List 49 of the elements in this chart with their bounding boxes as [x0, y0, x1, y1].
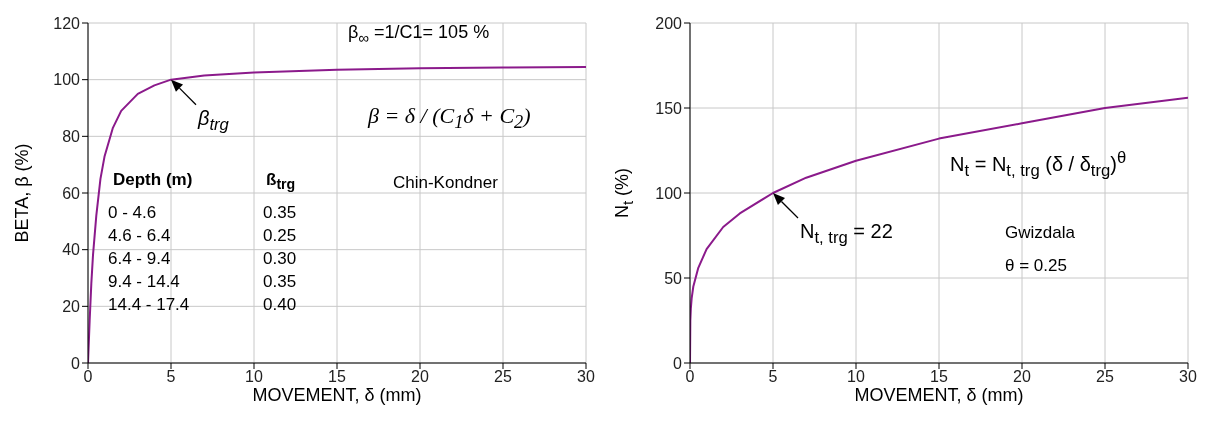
x-tick-label: 0 — [83, 368, 93, 386]
x-tick-label: 15 — [328, 368, 346, 386]
x-tick-label: 10 — [245, 368, 263, 386]
annotation: β$_{∞}$ =1/C1= 105 % — [348, 22, 490, 46]
y-tick-label: 100 — [655, 184, 683, 202]
annotation: 6.4 - 9.4 — [108, 249, 171, 269]
annotation: 14.4 - 17.4 — [108, 295, 190, 315]
x-tick-label: 30 — [1179, 368, 1197, 386]
annotation: β = δ / (C$_{1}$δ + C$_{2}$) — [368, 103, 531, 134]
y-tick-label: 120 — [53, 14, 81, 32]
y-tick-label: 40 — [62, 241, 81, 259]
x-tick-label: 25 — [1096, 368, 1114, 386]
y-tick-label: 50 — [664, 269, 683, 287]
annotation: 9.4 - 14.4 — [108, 272, 180, 292]
annotation: β$_{trg}$ — [198, 106, 229, 135]
annotation: 0 - 4.6 — [108, 203, 157, 223]
x-tick-label: 0 — [685, 368, 695, 386]
annotation: N$_{t, trg}$ = 22 — [800, 220, 893, 248]
x-axis-title: MOVEMENT, δ (mm) — [853, 385, 1025, 406]
x-axis-title: MOVEMENT, δ (mm) — [251, 385, 423, 406]
annotation: 0.35 — [263, 272, 297, 292]
y-tick-label: 200 — [655, 14, 683, 32]
x-tick-label: 25 — [494, 368, 512, 386]
x-tick-label: 5 — [166, 368, 176, 386]
y-tick-label: 100 — [53, 71, 81, 89]
annotation: θ = 0.25 — [1005, 256, 1067, 276]
y-tick-label: 20 — [62, 298, 81, 316]
y-tick-label: 0 — [71, 354, 81, 372]
x-tick-label: 20 — [411, 368, 429, 386]
x-tick-label: 30 — [577, 368, 595, 386]
annotation: Gwizdala — [1005, 223, 1075, 243]
annotation: 4.6 - 6.4 — [108, 226, 171, 246]
x-tick-label: 5 — [768, 368, 778, 386]
annotation: N$_{t}$ = N$_{t, trg}$ (δ / δ$_{trg}$)$^{θ}$ — [950, 148, 1127, 181]
y-tick-label: 0 — [673, 354, 683, 372]
annotation: 0.40 — [263, 295, 297, 315]
annotation: Chin-Kondner — [393, 173, 498, 193]
annotation: 0.35 — [263, 203, 297, 223]
x-tick-label: 15 — [930, 368, 948, 386]
annotation: Depth (m) — [113, 170, 193, 190]
annotation: ß$_{trg}$ — [266, 170, 296, 193]
x-tick-label: 20 — [1013, 368, 1031, 386]
y-tick-label: 150 — [655, 99, 683, 117]
y-tick-label: 60 — [62, 184, 81, 202]
annotation: 0.25 — [263, 226, 297, 246]
y-axis-title: BETA, β (%) — [11, 143, 33, 243]
y-tick-label: 80 — [62, 128, 81, 146]
annotation: 0.30 — [263, 249, 297, 269]
x-tick-label: 10 — [847, 368, 865, 386]
